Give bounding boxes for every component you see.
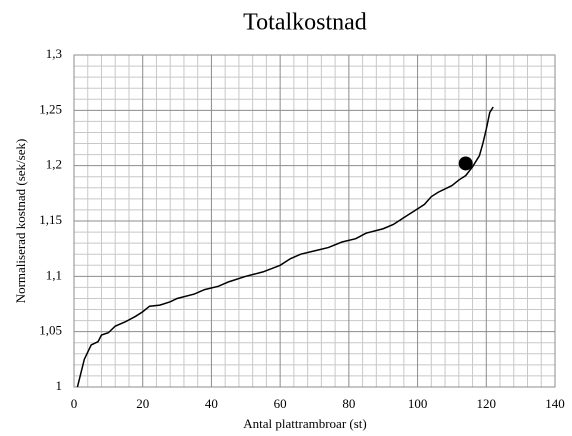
y-tick-label: 1,15 <box>39 212 62 227</box>
x-tick-label: 80 <box>342 396 355 411</box>
chart-title: Totalkostnad <box>243 10 367 36</box>
y-axis-label: Normaliserad kostnad (sek/sek) <box>13 139 28 304</box>
x-tick-label: 120 <box>477 396 497 411</box>
x-tick-label: 100 <box>408 396 428 411</box>
plot-frame <box>73 54 556 388</box>
y-tick-label: 1,25 <box>39 101 62 116</box>
y-tick-label: 1,1 <box>46 267 62 282</box>
y-tick-label: 1 <box>56 378 63 393</box>
highlight-point <box>458 156 473 171</box>
y-tick-label: 1,3 <box>46 46 62 61</box>
x-tick-label: 20 <box>136 396 149 411</box>
x-tick-label: 140 <box>545 396 565 411</box>
y-tick-label: 1,05 <box>39 323 62 338</box>
data-line <box>76 106 494 388</box>
x-tick-label: 0 <box>71 396 78 411</box>
x-axis-label: Antal plattrambroar (st) <box>243 416 366 431</box>
x-tick-label: 40 <box>205 396 218 411</box>
x-tick-label: 60 <box>274 396 287 411</box>
y-tick-label: 1,2 <box>46 157 62 172</box>
